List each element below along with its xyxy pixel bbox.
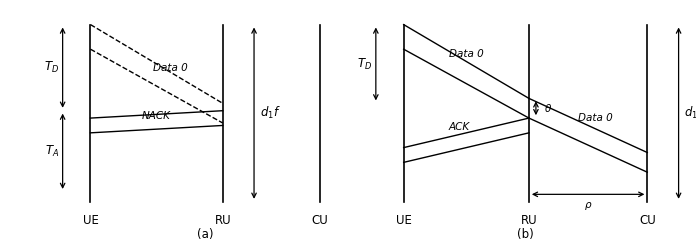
Text: CU: CU bbox=[312, 214, 329, 227]
Text: Data 0: Data 0 bbox=[578, 113, 612, 123]
Text: $T_A$: $T_A$ bbox=[45, 144, 59, 159]
Text: UE: UE bbox=[396, 214, 411, 227]
Text: (a): (a) bbox=[197, 228, 214, 241]
Text: NACK: NACK bbox=[142, 110, 171, 121]
Text: RU: RU bbox=[521, 214, 537, 227]
Text: $\theta$: $\theta$ bbox=[544, 102, 553, 114]
Text: ACK: ACK bbox=[449, 122, 470, 132]
Text: Data 0: Data 0 bbox=[153, 62, 188, 73]
Text: $T_D$: $T_D$ bbox=[44, 60, 59, 75]
Text: $d_1f$: $d_1f$ bbox=[260, 105, 280, 121]
Text: $T_D$: $T_D$ bbox=[357, 56, 372, 72]
Text: $\rho$: $\rho$ bbox=[584, 200, 592, 213]
Text: (b): (b) bbox=[517, 228, 534, 241]
Text: RU: RU bbox=[214, 214, 231, 227]
Text: CU: CU bbox=[639, 214, 656, 227]
Text: Data 0: Data 0 bbox=[449, 49, 484, 59]
Text: UE: UE bbox=[83, 214, 98, 227]
Text: $d_{1}$: $d_{1}$ bbox=[684, 105, 696, 121]
